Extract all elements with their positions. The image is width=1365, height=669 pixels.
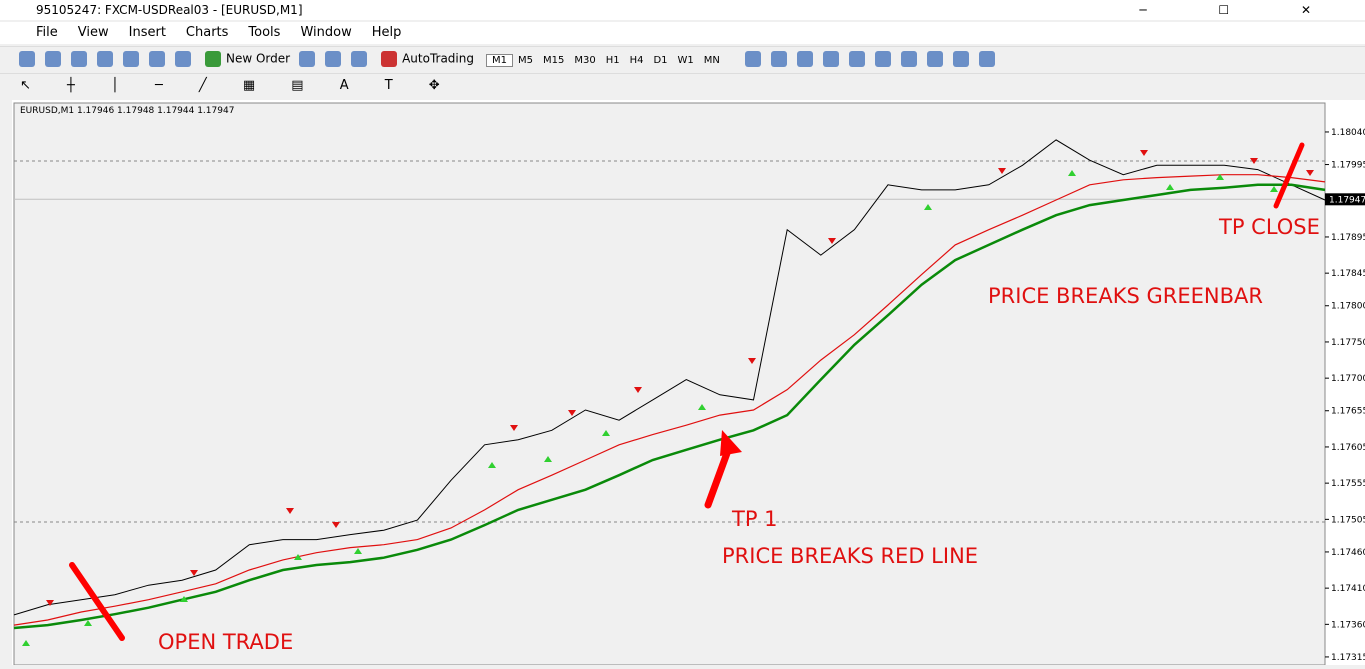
timeframe-button[interactable]: M5: [517, 54, 533, 66]
icon[interactable]: [952, 51, 969, 67]
price-label: 1.17505: [1331, 515, 1365, 525]
price-series: [13, 183, 1326, 630]
icon[interactable]: [175, 51, 191, 67]
toolbar-drawing: ↖ ┼ │ ─ ╱ ▦ ▤ A T ✥: [0, 73, 1365, 98]
icon[interactable]: [351, 51, 368, 67]
chart-info: EURUSD,M1 1.17946 1.17948 1.17944 1.1794…: [20, 106, 234, 116]
annotation: PRICE BREAKS RED LINE: [722, 544, 978, 568]
timeframe-button[interactable]: D1: [653, 54, 668, 66]
timeframe-button[interactable]: H4: [629, 54, 644, 66]
icon[interactable]: [97, 51, 113, 67]
price-label: 1.17410: [1331, 584, 1365, 594]
chart-window: EURUSD,M1 1.17946 1.17948 1.17944 1.1794…: [12, 100, 1365, 666]
annotation: TP CLOSE: [1218, 215, 1320, 239]
price-axis: 1.18040 1.17995 1.17895 1.17845 1.17800 1.177…: [1325, 128, 1365, 663]
current-price-label: 1.17947: [1329, 195, 1365, 205]
menu-item[interactable]: Tools: [248, 25, 281, 40]
price-label: 1.17995: [1331, 161, 1365, 171]
window-controls[interactable]: ─ ☐ ✕: [1139, 3, 1345, 17]
icon[interactable]: [770, 51, 787, 67]
menu-item[interactable]: Charts: [185, 25, 229, 40]
price-label: 1.18040: [1331, 128, 1365, 138]
icon[interactable]: [796, 51, 813, 67]
annotation-strokes: [69, 142, 1305, 641]
icon[interactable]: [123, 51, 139, 67]
price-label: 1.17360: [1331, 620, 1365, 630]
icon[interactable]: [900, 51, 917, 67]
icon[interactable]: [71, 51, 87, 67]
timeframe-button[interactable]: M30: [574, 54, 596, 66]
menu-item[interactable]: Insert: [128, 25, 166, 40]
icon[interactable]: [848, 51, 865, 67]
toolbar: New Order AutoTrading M1 M5 M15 M30 H1 H4 D1 W1…: [0, 46, 1365, 71]
plot-area: [13, 102, 1326, 666]
timeframe-button[interactable]: W1: [677, 54, 694, 66]
timeframes: M1 M5 M15 M30 H1 H4 D1 W1 MN: [485, 52, 725, 67]
price-label: 1.17460: [1331, 548, 1365, 558]
price-label: 1.17555: [1331, 479, 1365, 489]
icon[interactable]: [325, 51, 342, 67]
icon[interactable]: [299, 51, 316, 67]
price-label: 1.17700: [1331, 374, 1365, 384]
autotrading-button[interactable]: AutoTrading: [376, 51, 474, 67]
icon[interactable]: [19, 51, 35, 67]
button-label: AutoTrading: [402, 51, 474, 66]
timeframe-button[interactable]: M15: [542, 54, 565, 66]
icon[interactable]: [149, 51, 165, 67]
chart: EURUSD,M1 1.17946 1.17948 1.17944 1.1794…: [12, 100, 1365, 666]
annotation: TP 1: [731, 507, 778, 531]
price-label: 1.17605: [1331, 443, 1365, 453]
annotation: PRICE BREAKS GREENBAR: [988, 284, 1263, 308]
drawing-tools[interactable]: ↖ ┼ │ ─ ╱ ▦ ▤ A T ✥: [20, 78, 456, 93]
icon[interactable]: [874, 51, 891, 67]
button-label: New Order: [226, 51, 291, 66]
menu-item[interactable]: File: [36, 25, 58, 40]
icon[interactable]: [45, 51, 61, 67]
menu-item[interactable]: View: [77, 25, 109, 40]
current-price-box: [1325, 193, 1365, 206]
price-label: 1.17655: [1331, 407, 1365, 417]
menu-item[interactable]: Help: [371, 25, 402, 40]
timeframe-button[interactable]: H1: [605, 54, 620, 66]
price-label: 1.17315: [1331, 653, 1365, 663]
window-title: 95105247: FXCM-USDReal03 - [EURUSD,M1]: [36, 3, 303, 17]
price-label: 1.17845: [1331, 269, 1365, 279]
timeframe-button[interactable]: MN: [703, 54, 720, 66]
price-label: 1.17750: [1331, 338, 1365, 348]
icon[interactable]: [926, 51, 943, 67]
annotation: OPEN TRADE: [158, 630, 293, 654]
price-series: [13, 139, 1326, 616]
price-series: [13, 174, 1326, 626]
new-order-button[interactable]: New Order: [200, 51, 290, 67]
icon[interactable]: [822, 51, 839, 67]
menu-item[interactable]: Window: [300, 25, 352, 40]
plot: [13, 139, 1326, 630]
timeframe-button[interactable]: M1: [485, 53, 513, 67]
menu-bar: File View Insert Charts Tools Window Help: [0, 22, 1365, 44]
title-bar: 95105247: FXCM-USDReal03 - [EURUSD,M1] ─…: [0, 0, 1365, 20]
icon[interactable]: [744, 51, 761, 67]
price-label: 1.17895: [1331, 233, 1365, 243]
price-label: 1.17800: [1331, 302, 1365, 312]
icon[interactable]: [978, 51, 995, 67]
